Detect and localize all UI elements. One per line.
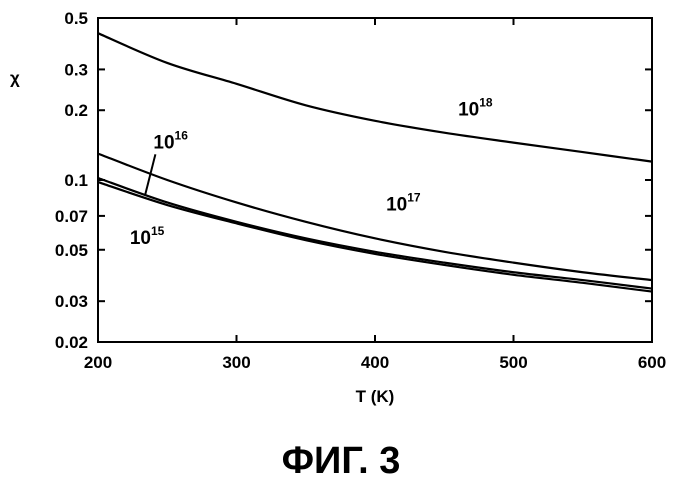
y-axis-label: χ bbox=[10, 68, 20, 87]
y-tick-label: 0.5 bbox=[64, 9, 88, 28]
chart-plot: 200 300 400 500 600 0.02 0.03 0.05 0.07 0.1 0.2 0.3… bbox=[0, 0, 682, 440]
y-tick-label: 0.1 bbox=[64, 171, 88, 190]
series-line-18 bbox=[98, 33, 652, 161]
series-label-18: 1018 bbox=[458, 95, 493, 120]
y-tick-label: 0.02 bbox=[55, 333, 88, 352]
figure-caption: ФИГ. 3 bbox=[0, 440, 682, 483]
y-tick-label: 0.07 bbox=[55, 207, 88, 226]
y-tick-label: 0.03 bbox=[55, 292, 88, 311]
series-label-16: 1016 bbox=[153, 128, 188, 153]
x-tick-label: 600 bbox=[638, 353, 666, 372]
series-line-16 bbox=[98, 178, 652, 289]
x-tick-label: 200 bbox=[84, 353, 112, 372]
x-tick-label: 500 bbox=[499, 353, 527, 372]
y-tick-label: 0.2 bbox=[64, 101, 88, 120]
x-axis-label: T (K) bbox=[356, 387, 395, 406]
series-label-15: 1015 bbox=[130, 224, 165, 249]
x-tick-label: 300 bbox=[222, 353, 250, 372]
series-line-17 bbox=[98, 154, 652, 280]
x-tick-label: 400 bbox=[361, 353, 389, 372]
series-label-17: 1017 bbox=[386, 190, 421, 215]
series-line-15 bbox=[98, 182, 652, 292]
y-tick-label: 0.3 bbox=[64, 60, 88, 79]
y-tick-label: 0.05 bbox=[55, 241, 88, 260]
